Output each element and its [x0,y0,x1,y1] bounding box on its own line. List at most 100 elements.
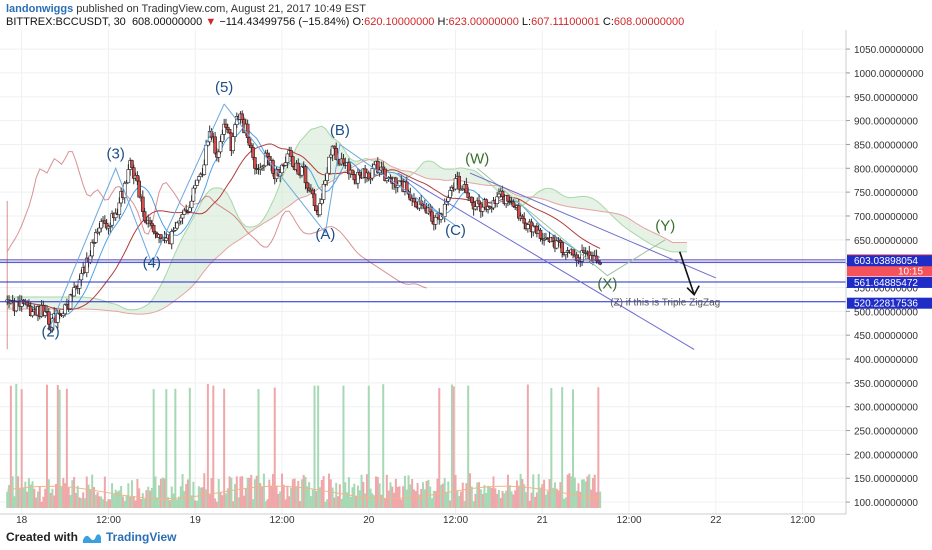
volume-bar [311,489,314,508]
volume-bar [416,482,419,508]
volume-bar [187,479,189,508]
volume-bar [559,482,562,508]
volume-bar [295,486,298,508]
volume-bar [114,489,117,508]
candle-body [175,222,179,229]
volume-bar [147,486,150,508]
candle-body [94,232,98,243]
volume-bar [349,496,352,508]
candle-body [130,160,134,168]
volume-bar [35,497,38,508]
price-tick-label: 250.00000000 [854,427,918,438]
price-tick-label: 650.00000000 [854,236,918,247]
candle-body [99,220,104,229]
candle-body [30,311,35,317]
volume-bar [161,477,164,508]
volume-bar [116,491,119,508]
volume-bar [282,484,285,508]
candle-body [571,249,575,256]
volume-bar [64,483,67,508]
candle-body [189,200,194,209]
volume-bar [87,484,90,508]
volume-bar [243,495,246,508]
candle-body [551,237,555,242]
volume-bar [501,490,504,508]
volume-bar [394,478,397,508]
price-tick-label: 550.00000000 [854,283,918,294]
candle-body [225,127,230,130]
candle-body [558,240,563,243]
volume-bar [112,494,115,508]
candle-body [251,147,255,158]
candle-body [14,301,19,312]
candle-body [466,192,470,198]
cloud-span-a [7,125,687,311]
candle-body [511,201,516,207]
volume-bar [172,493,175,508]
time-tick-label: 20 [363,515,375,524]
volume-bar [192,481,195,508]
volume-bar [351,487,354,508]
volume-bar [584,481,587,508]
volume-bar [590,489,593,508]
volume-bar [214,498,217,508]
volume-bar [450,384,453,508]
price-tick-label: 200.00000000 [854,450,918,461]
candle-body [457,175,461,190]
candle-body [164,237,169,241]
candle-body [141,196,145,212]
candle-body [303,166,308,184]
volume-bar [250,474,253,508]
cloud-span-b [7,158,687,315]
candle-body [376,160,380,173]
volume-bar [248,477,251,508]
volume-bar [255,475,258,508]
volume-bar [521,479,524,508]
abc-wave-line [223,103,456,234]
volume-bar [205,489,208,508]
volume-bar [575,490,578,508]
volume-bar [257,389,260,508]
volume-bar [89,489,92,508]
volume-bar [293,478,296,508]
candle-body [319,199,324,204]
volume-bar [223,388,226,508]
volume-bar [544,494,547,508]
wave-labels: (2) (3) (4) (5) (A) (B) (C) (W) (X) (Y) (Z) if thi… [41,79,720,341]
volume-bar [51,488,54,508]
volume-bar [485,493,488,508]
price-tick-label: 700.00000000 [854,212,918,223]
volume-bar [168,500,171,508]
candle-body [216,151,221,158]
candle-body [291,156,295,167]
candle-body [169,231,174,245]
volume-bar [299,501,302,508]
price-chart[interactable]: (2) (3) (4) (5) (A) (B) (C) (W) (X) (Y) (Z) if thi… [0,30,932,524]
volume-bar [132,496,135,508]
volume-bar [217,479,220,508]
volume-bar [402,486,405,508]
candle-body [142,211,147,222]
price-tag-label: 520.22817536 [854,299,918,310]
candle-body [357,172,362,176]
open-value: 620.10000000 [364,16,435,28]
volume-bar [241,476,244,508]
volume-bar [360,474,363,508]
volume-bar [309,496,312,508]
volume-bar [270,485,273,508]
volume-bar [385,474,388,508]
time-axis[interactable]: 18 12:00 19 12:00 20 12:00 21 12:00 22 12:00 [0,513,846,524]
volume-bar [253,479,256,508]
volume-bar [526,384,529,508]
volume-bar [134,500,137,508]
candle-body [500,190,505,198]
volume-bar [24,481,27,508]
volume-bar [337,496,340,508]
volume-bar [17,476,20,508]
volume-bar [13,496,16,508]
candle-body [178,217,183,222]
wave-label: (W) [465,151,489,168]
author-link[interactable]: landonwiggs [6,3,74,15]
wave-label: (3) [107,146,125,163]
tradingview-brand[interactable]: TradingView [106,530,177,544]
